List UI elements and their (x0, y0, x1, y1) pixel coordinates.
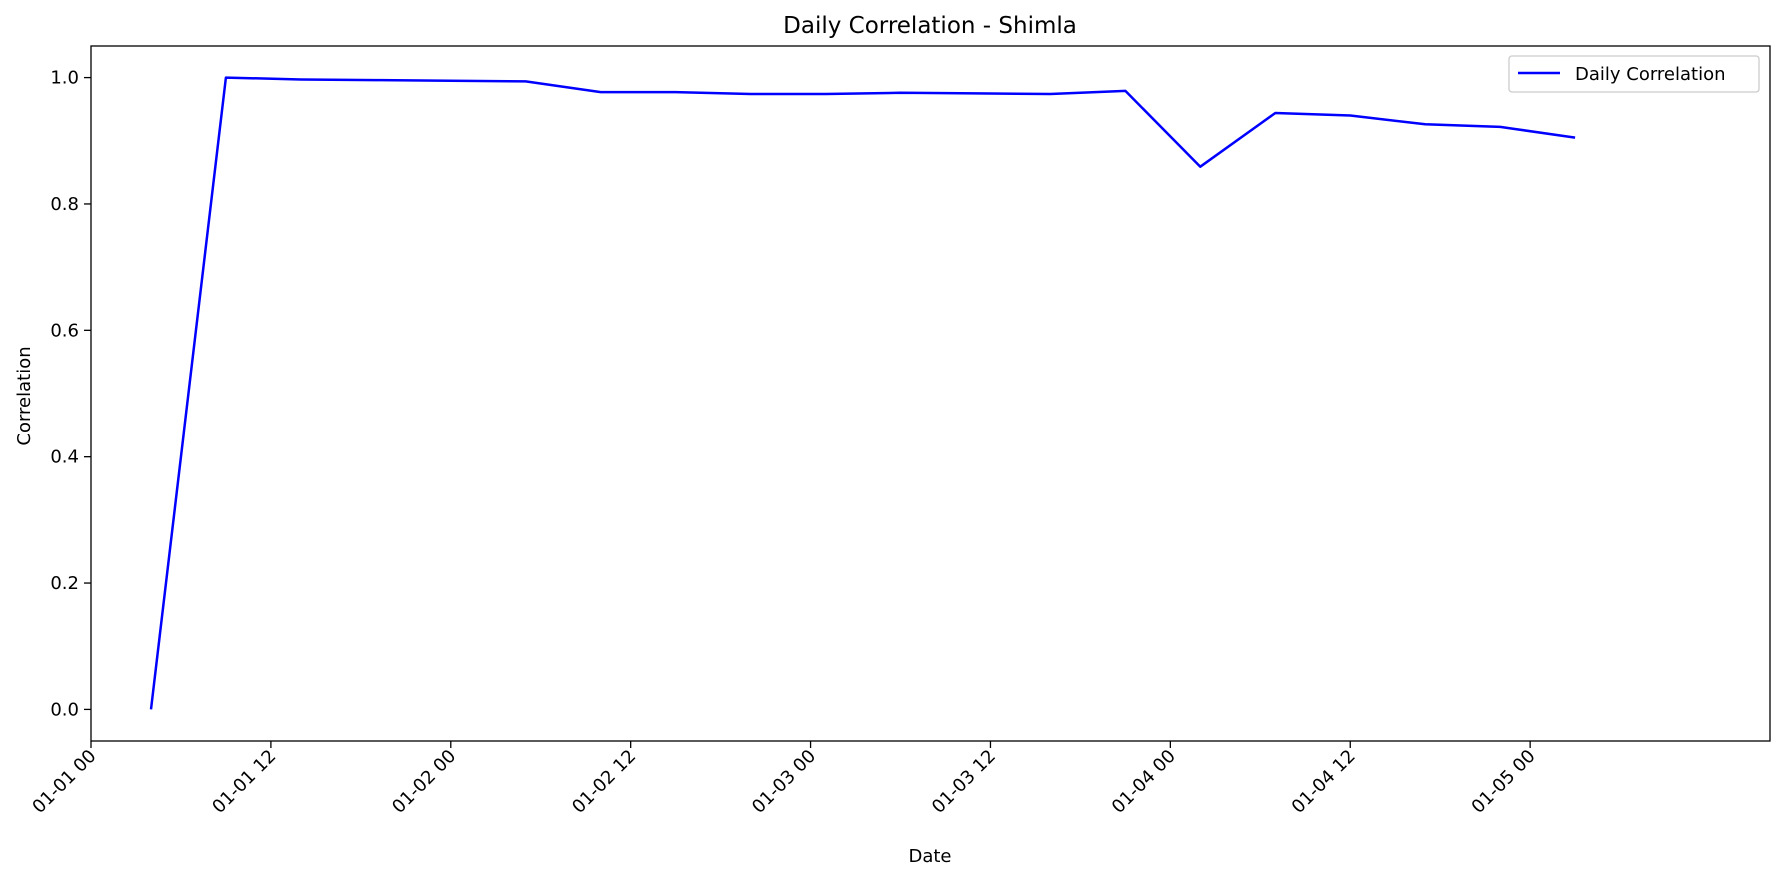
x-axis-label: Date (908, 846, 951, 867)
x-tick-label: 01-03 12 (928, 746, 1000, 818)
y-axis: 0.0 0.2 0.4 0.6 0.8 1.0 (50, 68, 91, 720)
plot-area-frame (90, 45, 1771, 742)
y-axis-label: Correlation (14, 346, 35, 445)
x-tick-label: 01-04 12 (1288, 746, 1360, 818)
legend: Daily Correlation (1508, 55, 1760, 93)
y-tick-label: 0.4 (50, 447, 79, 468)
y-tick-label: 1.0 (50, 68, 79, 89)
chart-title: Daily Correlation - Shimla (783, 13, 1077, 39)
x-tick-label: 01-03 00 (748, 746, 820, 818)
y-tick-label: 0.8 (50, 194, 79, 215)
legend-label: Daily Correlation (1575, 64, 1726, 85)
x-tick-label: 01-02 00 (388, 746, 460, 818)
legend-box (1508, 55, 1760, 93)
y-tick-label: 0.2 (50, 573, 79, 594)
x-tick-label: 01-05 00 (1468, 746, 1540, 818)
x-tick-label: 01-01 00 (28, 746, 100, 818)
x-axis: 01-01 00 01-01 12 01-02 00 01-02 12 01-03 00… (28, 741, 1540, 818)
x-tick-label: 01-02 12 (568, 746, 640, 818)
x-tick-label: 01-01 12 (208, 746, 280, 818)
series-layer (149, 76, 1576, 710)
y-tick-label: 0.0 (50, 699, 79, 720)
x-tick-label: 01-04 00 (1108, 746, 1180, 818)
series-line-daily-correlation (149, 76, 1576, 710)
y-tick-label: 0.6 (50, 320, 79, 341)
